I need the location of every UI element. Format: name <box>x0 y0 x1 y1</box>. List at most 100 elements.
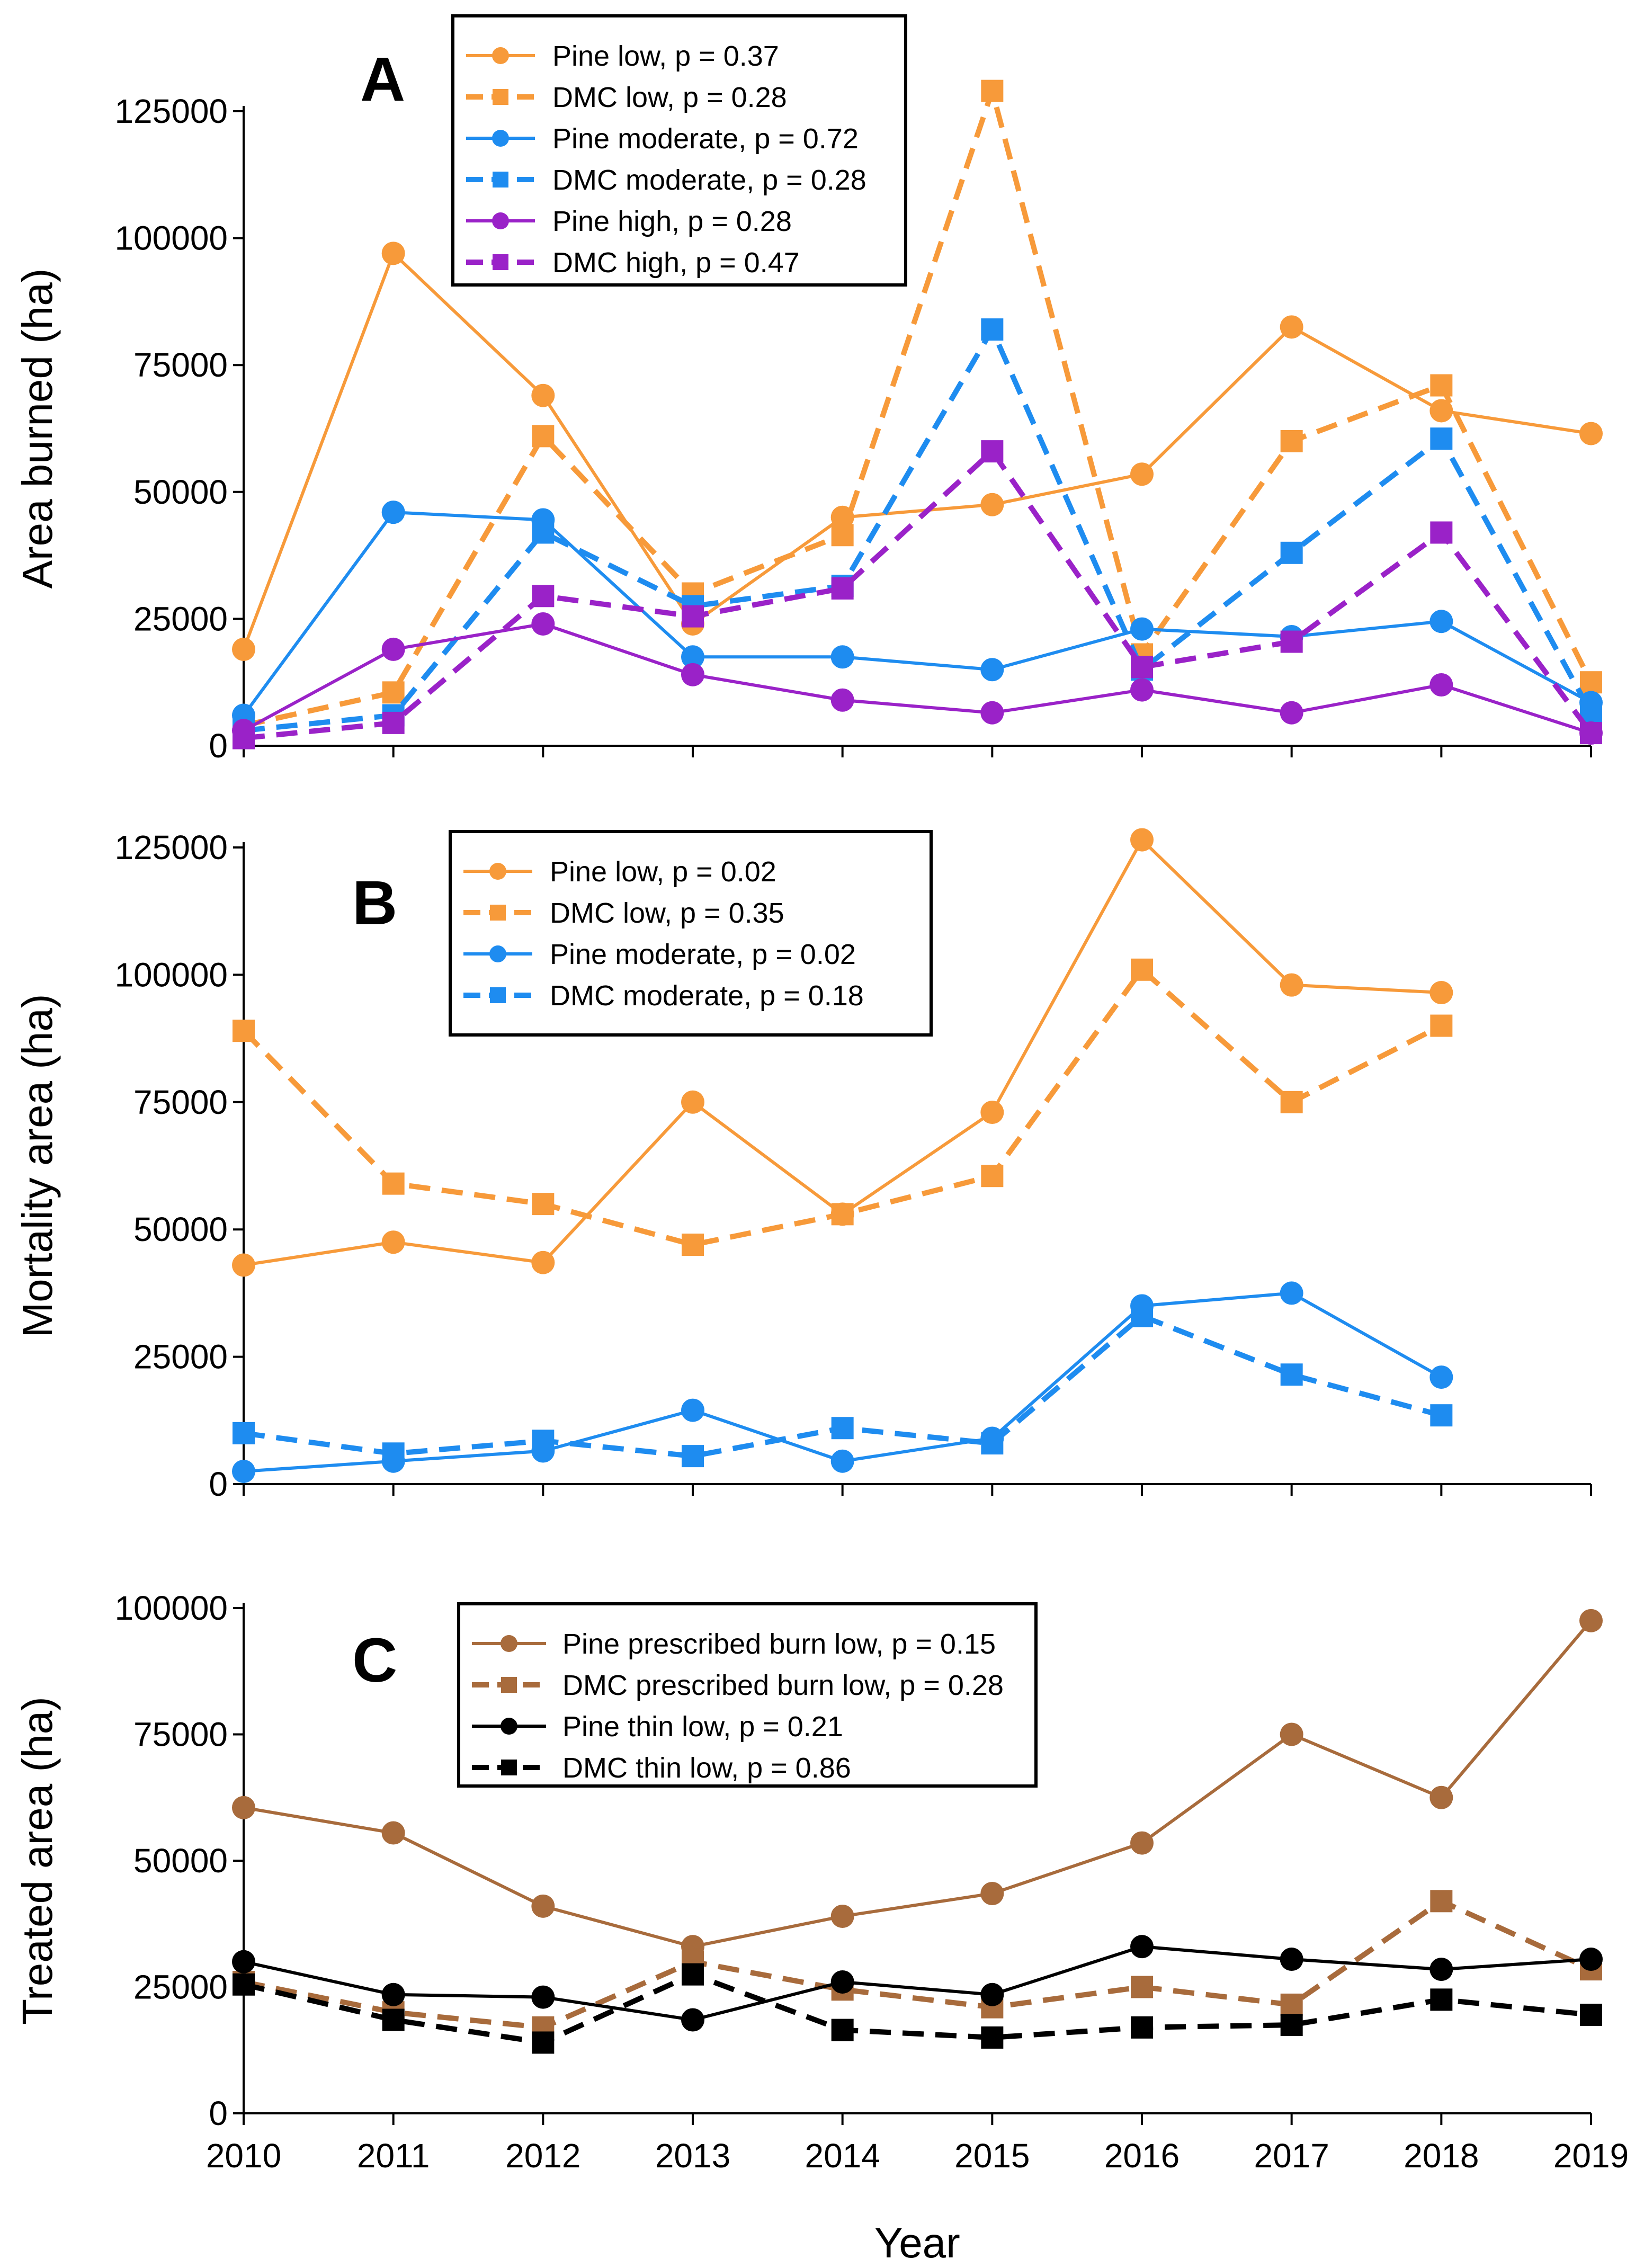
series-dmc-moderate <box>233 318 1602 742</box>
data-point <box>531 612 555 636</box>
data-point <box>830 688 854 712</box>
data-point <box>1131 1305 1153 1327</box>
data-point <box>980 1101 1004 1124</box>
data-point <box>232 1459 255 1483</box>
data-point <box>830 645 854 669</box>
data-point <box>831 577 854 600</box>
data-point <box>830 1970 854 1994</box>
legend-swatch-marker <box>489 863 506 880</box>
data-point <box>1280 430 1303 452</box>
legend-box <box>449 830 933 1037</box>
data-point <box>382 1442 405 1465</box>
data-point <box>233 727 255 749</box>
x-tick-label: 2018 <box>1404 2137 1479 2175</box>
data-point <box>1430 1890 1453 1913</box>
data-point <box>980 1882 1004 1906</box>
data-point <box>232 1796 255 1819</box>
legend-label: DMC thin low, p = 0.86 <box>562 1752 851 1784</box>
legend-label: DMC low, p = 0.35 <box>550 897 784 929</box>
data-point <box>1130 1935 1154 1959</box>
data-point <box>1131 656 1153 678</box>
series-line <box>243 1898 1593 2030</box>
data-point <box>1131 1976 1153 1998</box>
data-point <box>532 585 555 608</box>
x-tick-label: 2014 <box>805 2137 880 2175</box>
data-point <box>681 2008 704 2032</box>
series-dmc-prescribed-burn-low <box>233 1890 1602 2039</box>
data-point <box>1430 1988 1453 2011</box>
data-point <box>1429 1785 1453 1809</box>
data-point <box>381 1983 405 2006</box>
data-point <box>532 1430 555 1452</box>
y-tick-label: 25000 <box>133 1968 228 2006</box>
y-tick-label: 75000 <box>133 346 228 384</box>
legend-label: Pine moderate, p = 0.72 <box>552 123 859 155</box>
data-point <box>1280 701 1303 725</box>
series-pine-low <box>232 242 1603 661</box>
x-tick-label: 2012 <box>505 2137 580 2175</box>
series-line <box>243 449 1594 741</box>
data-point <box>830 1904 854 1928</box>
data-point <box>981 440 1004 463</box>
legend-label: DMC moderate, p = 0.18 <box>550 980 864 1012</box>
y-tick-label: 100000 <box>114 956 228 994</box>
legend-swatch-marker <box>489 945 506 962</box>
data-point <box>682 605 704 628</box>
data-point <box>1580 671 1602 694</box>
data-point <box>980 701 1004 725</box>
data-point <box>1131 2016 1153 2039</box>
legend-swatch-marker <box>501 1760 517 1775</box>
data-point <box>382 1172 405 1195</box>
series-line <box>243 327 1594 734</box>
data-point <box>681 1398 704 1422</box>
data-point <box>981 1432 1004 1455</box>
data-point <box>1280 1948 1303 1971</box>
y-axis-label: Treated area (ha) <box>14 1696 61 2025</box>
data-point <box>1280 1993 1303 2016</box>
data-point <box>1280 1722 1303 1746</box>
data-point <box>1280 315 1303 339</box>
series-dmc-low <box>233 79 1602 737</box>
data-point <box>381 1230 405 1254</box>
data-point <box>980 1983 1004 2006</box>
panel-b: 0 25000 50000 75000 100000 125000 Mortality ar… <box>14 828 1592 1503</box>
y-tick-label: 50000 <box>133 1210 228 1248</box>
series-dmc-low <box>233 958 1453 1256</box>
y-tick-label: 125000 <box>114 92 228 130</box>
data-point <box>531 383 555 407</box>
data-point <box>531 1251 555 1274</box>
data-point <box>1131 958 1153 981</box>
data-point <box>682 1234 704 1256</box>
series-line <box>243 88 1594 728</box>
series-pine-prescribed-burn-low <box>232 1609 1603 1959</box>
data-point <box>1429 981 1453 1005</box>
legend-swatch-marker <box>490 987 506 1003</box>
x-tick-label: 2019 <box>1553 2137 1629 2175</box>
panel-a: 0 25000 50000 75000 100000 125000 Area burned … <box>14 14 1603 765</box>
data-point <box>1580 722 1602 745</box>
y-tick-label: 0 <box>209 727 228 765</box>
y-tick-label: 25000 <box>133 1338 228 1376</box>
panel-c: 0 25000 50000 75000 100000 2010 2011 2012 2013 20… <box>14 1589 1629 2266</box>
data-point <box>1580 2003 1602 2026</box>
legend-swatch-marker <box>493 254 508 270</box>
y-tick-label: 25000 <box>133 600 228 638</box>
data-point <box>1430 374 1453 397</box>
data-point <box>682 1445 704 1468</box>
legend-swatch-marker <box>493 89 508 105</box>
data-point <box>531 1985 555 2009</box>
data-point <box>232 1253 255 1277</box>
data-point <box>1280 2014 1303 2037</box>
legend-label: Pine prescribed burn low, p = 0.15 <box>562 1628 996 1660</box>
data-point <box>381 501 405 524</box>
y-tick-label: 50000 <box>133 473 228 511</box>
legend-swatch-marker <box>501 1635 517 1652</box>
data-point <box>1429 1365 1453 1389</box>
data-point <box>233 1422 255 1444</box>
legend: Pine low, p = 0.02 DMC low, p = 0.35 Pine … <box>449 830 933 1037</box>
data-point <box>531 1894 555 1918</box>
data-point <box>1280 973 1303 997</box>
data-point <box>382 2008 405 2031</box>
data-point <box>1430 427 1453 450</box>
series-pine-thin-low <box>232 1935 1603 2032</box>
